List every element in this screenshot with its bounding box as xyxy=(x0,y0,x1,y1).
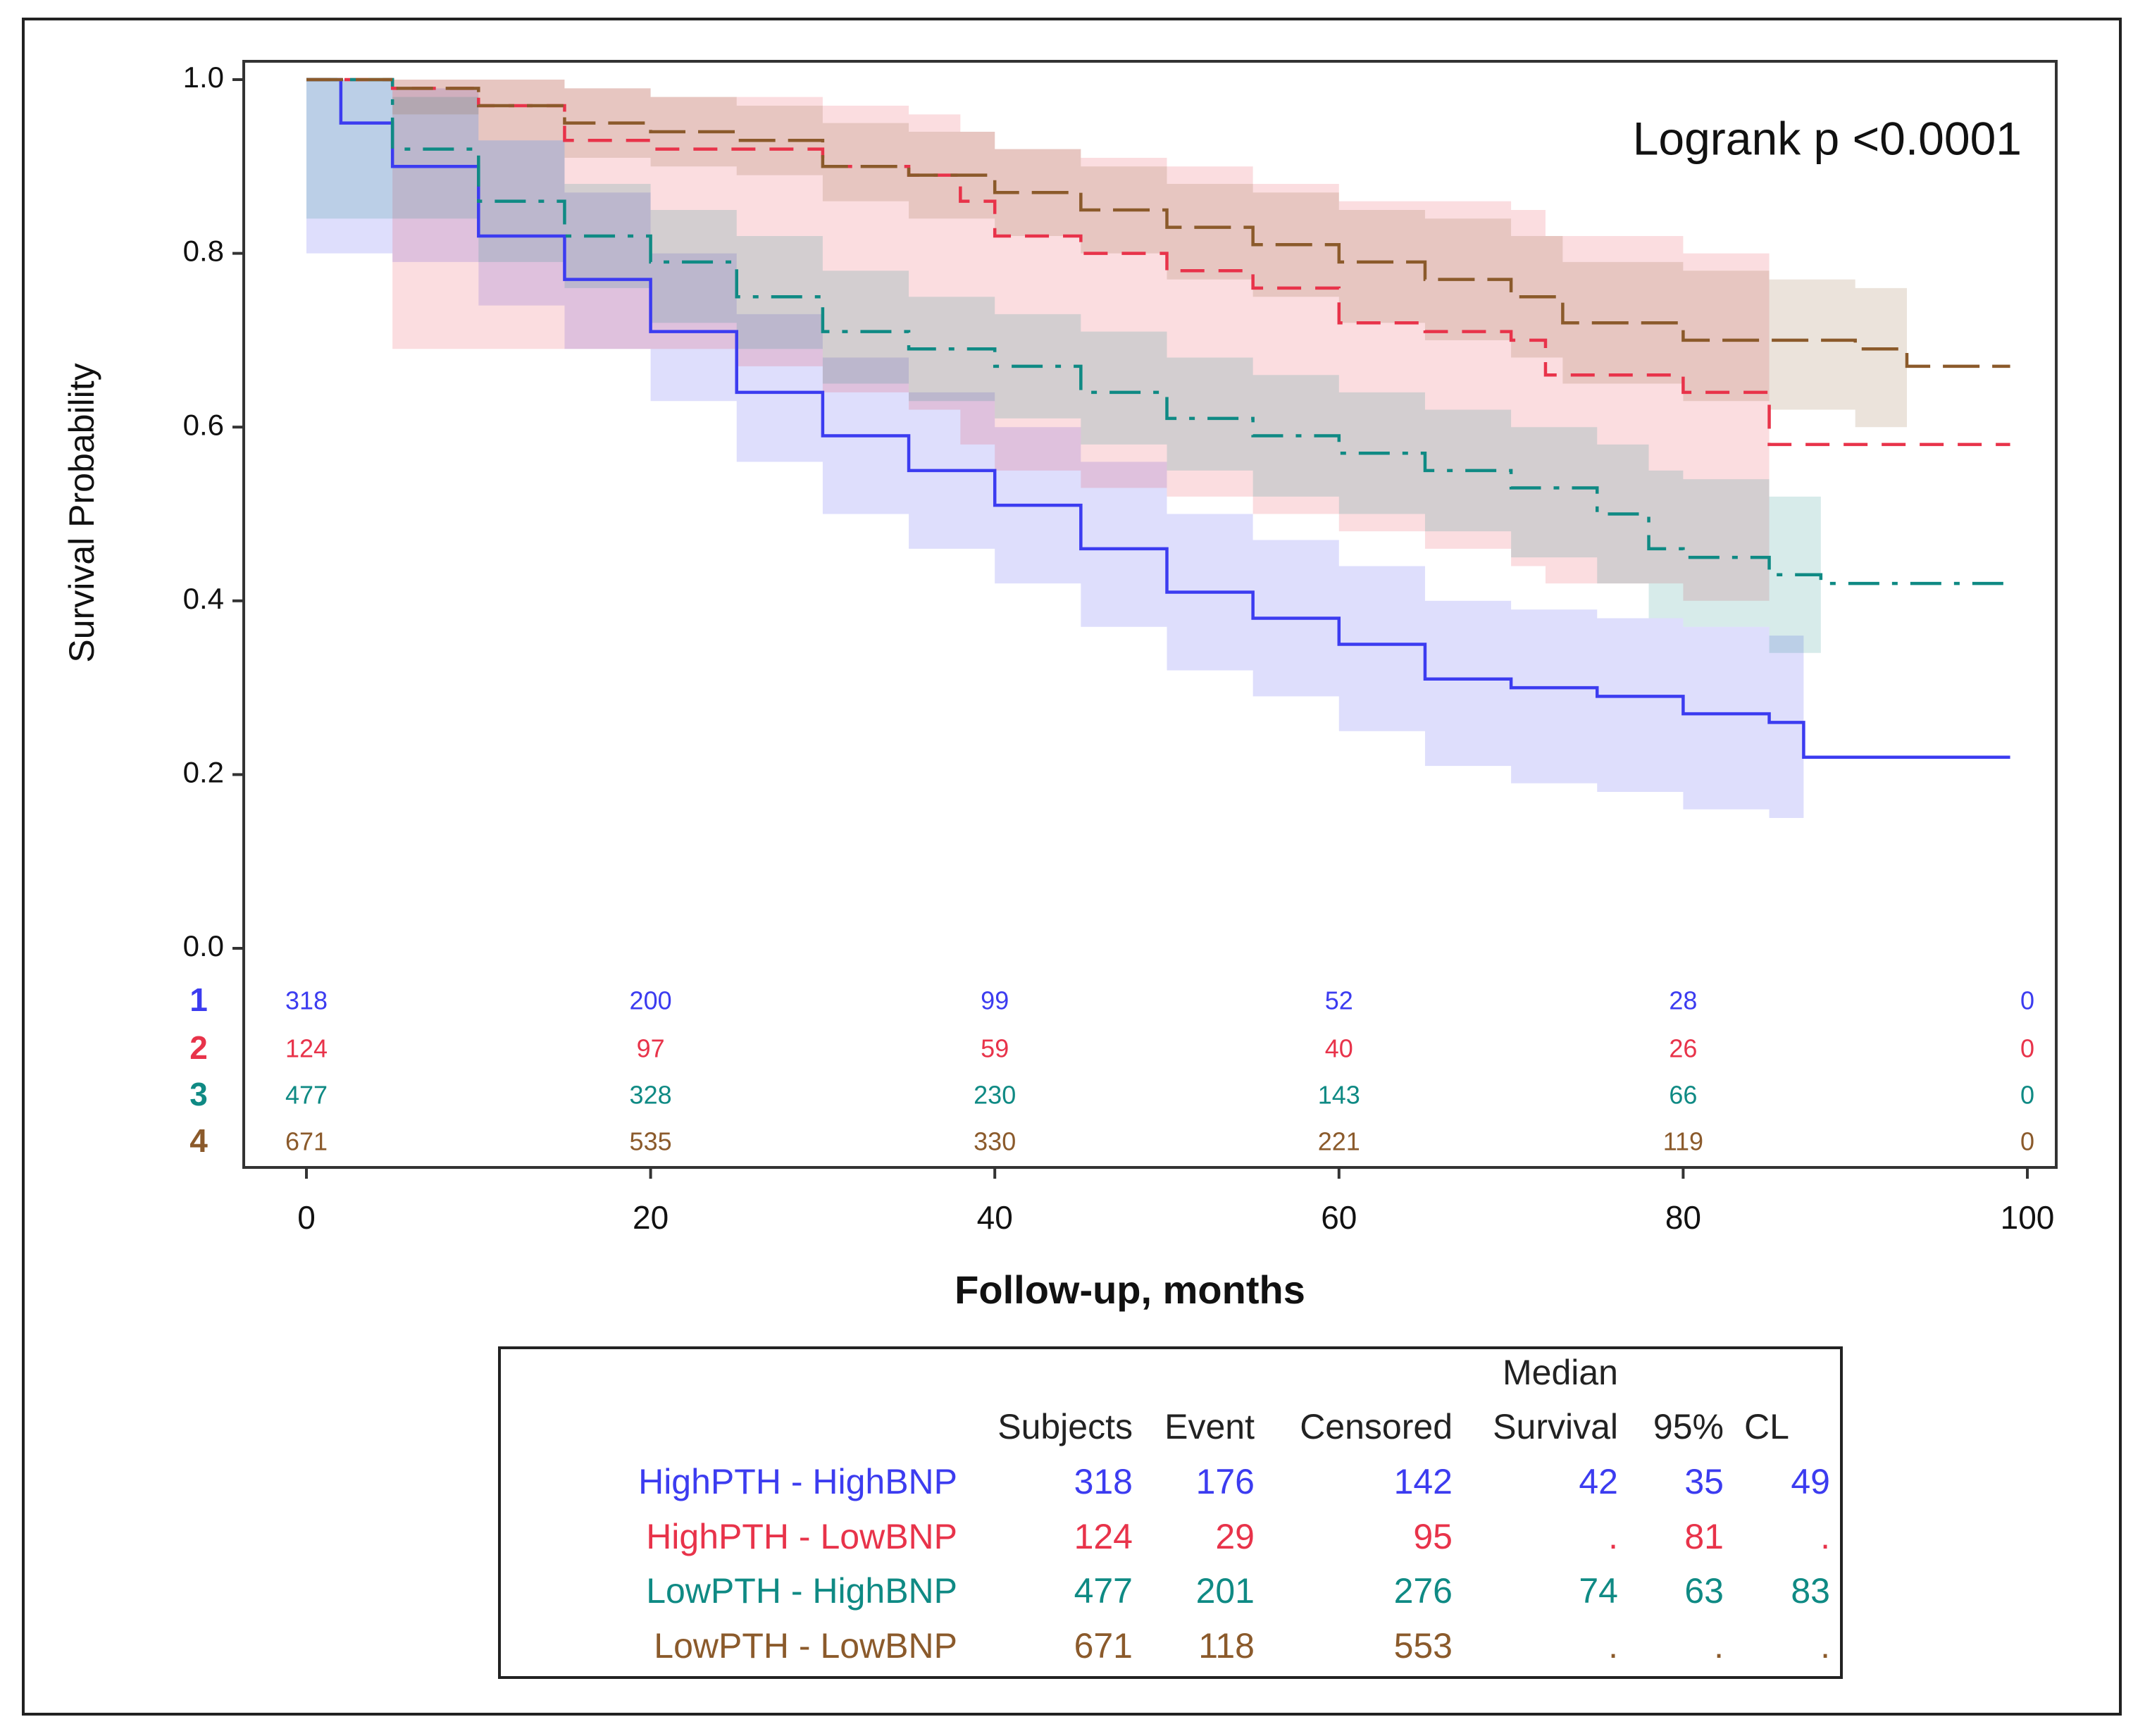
risk-row-label: 2 xyxy=(189,1029,208,1066)
y-tick-label: 0.4 xyxy=(183,582,224,615)
risk-count: 318 xyxy=(285,986,328,1015)
table-cell: 29 xyxy=(1215,1517,1255,1556)
risk-row-label: 3 xyxy=(189,1076,208,1112)
table-cell: 176 xyxy=(1196,1462,1255,1501)
table-cell: 276 xyxy=(1394,1571,1453,1611)
table-header: Event xyxy=(1164,1407,1255,1446)
y-axis-label: Survival Probability xyxy=(62,363,101,662)
table-header: Median xyxy=(1503,1353,1618,1392)
survival-curve xyxy=(306,78,2010,759)
survival-curve xyxy=(306,78,2010,368)
table-cell: 118 xyxy=(1198,1626,1255,1666)
confidence-band xyxy=(306,80,1804,819)
table-header: 95% xyxy=(1653,1407,1724,1446)
y-tick-label: 0.2 xyxy=(183,755,224,788)
x-tick-label: 80 xyxy=(1665,1199,1701,1236)
x-tick-label: 40 xyxy=(977,1199,1013,1236)
y-tick-label: 1.0 xyxy=(183,61,224,94)
risk-row-label: 1 xyxy=(189,981,208,1018)
table-cell: 83 xyxy=(1791,1571,1830,1611)
risk-count: 330 xyxy=(974,1127,1016,1156)
table-header: Censored xyxy=(1300,1407,1453,1446)
table-cell: 74 xyxy=(1579,1571,1618,1611)
risk-count: 0 xyxy=(2020,1034,2034,1063)
risk-count: 97 xyxy=(637,1034,665,1063)
survival-curve xyxy=(306,78,2010,447)
table-cell: 42 xyxy=(1579,1462,1618,1501)
table-cell: 142 xyxy=(1394,1462,1453,1501)
risk-count: 200 xyxy=(630,986,672,1015)
y-tick-label: 0.8 xyxy=(183,235,224,268)
table-cell: . xyxy=(1820,1517,1830,1556)
table-cell: 477 xyxy=(1074,1571,1133,1611)
risk-count: 535 xyxy=(630,1127,672,1156)
x-axis-label: Follow-up, months xyxy=(955,1267,1305,1312)
table-cell: 35 xyxy=(1684,1462,1724,1501)
table-row-label: HighPTH - HighBNP xyxy=(638,1462,957,1501)
risk-count: 0 xyxy=(2020,1081,2034,1110)
summary-table-frame xyxy=(498,1346,1843,1679)
risk-count: 221 xyxy=(1318,1127,1360,1156)
table-cell: 201 xyxy=(1196,1571,1255,1611)
table-cell: 124 xyxy=(1074,1517,1133,1556)
risk-count: 28 xyxy=(1669,986,1697,1015)
risk-count: 328 xyxy=(630,1081,672,1110)
risk-count: 0 xyxy=(2020,1127,2034,1156)
risk-count: 143 xyxy=(1318,1081,1360,1110)
risk-count: 230 xyxy=(974,1081,1016,1110)
table-cell: 81 xyxy=(1684,1517,1724,1556)
table-cell: . xyxy=(1608,1626,1618,1666)
risk-count: 477 xyxy=(285,1081,328,1110)
annotation: Logrank p <0.0001 xyxy=(1633,112,2022,164)
table-cell: . xyxy=(1714,1626,1724,1666)
risk-count: 124 xyxy=(285,1034,328,1063)
risk-count: 0 xyxy=(2020,986,2034,1015)
table-header: Survival xyxy=(1493,1407,1618,1446)
table-cell: 671 xyxy=(1074,1626,1133,1666)
survival-curve xyxy=(306,78,2010,585)
table-cell: . xyxy=(1608,1517,1618,1556)
risk-count: 59 xyxy=(981,1034,1009,1063)
plot-frame xyxy=(242,60,2058,1169)
risk-count: 40 xyxy=(1325,1034,1353,1063)
table-row-label: LowPTH - LowBNP xyxy=(654,1626,957,1666)
outer-frame xyxy=(22,18,2122,1716)
table-cell: 49 xyxy=(1791,1462,1830,1501)
x-tick-label: 60 xyxy=(1321,1199,1357,1236)
x-tick-label: 20 xyxy=(633,1199,669,1236)
risk-count: 66 xyxy=(1669,1081,1697,1110)
risk-count: 99 xyxy=(981,986,1009,1015)
y-tick-label: 0.0 xyxy=(183,929,224,962)
table-cell: 318 xyxy=(1074,1462,1133,1501)
table-cell: 95 xyxy=(1413,1517,1453,1556)
risk-count: 26 xyxy=(1669,1034,1697,1063)
table-row-label: LowPTH - HighBNP xyxy=(646,1571,957,1611)
table-header: Subjects xyxy=(997,1407,1133,1446)
x-tick-label: 100 xyxy=(2001,1199,2055,1236)
table-header: CL xyxy=(1744,1407,1789,1446)
risk-count: 119 xyxy=(1663,1127,1703,1156)
table-cell: 553 xyxy=(1394,1626,1453,1666)
risk-count: 671 xyxy=(285,1127,328,1156)
table-cell: 63 xyxy=(1684,1571,1724,1611)
risk-row-label: 4 xyxy=(189,1122,208,1159)
table-row-label: HighPTH - LowBNP xyxy=(646,1517,957,1556)
y-tick-label: 0.6 xyxy=(183,408,224,441)
confidence-band xyxy=(306,80,1821,653)
table-cell: . xyxy=(1820,1626,1830,1666)
risk-count: 52 xyxy=(1325,986,1353,1015)
x-tick-label: 0 xyxy=(297,1199,316,1236)
confidence-band xyxy=(306,80,1770,601)
